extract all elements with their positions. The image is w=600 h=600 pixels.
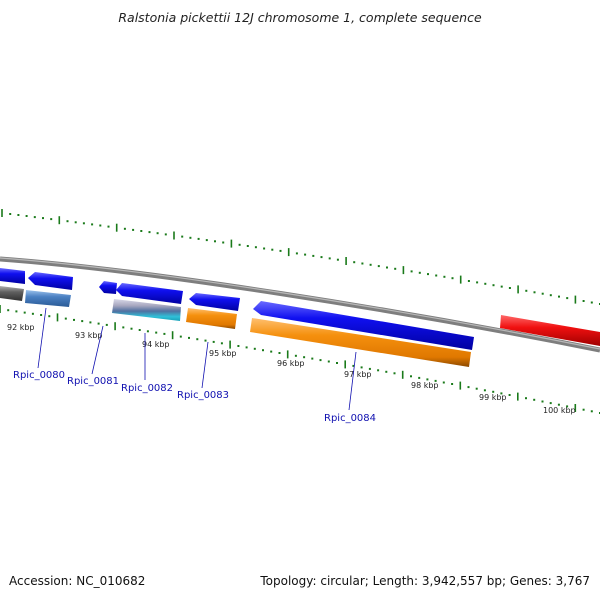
leader-line-rpic-0081 xyxy=(91,325,104,375)
gene-label-rpic-0081[interactable]: Rpic_0081 xyxy=(67,376,119,387)
map-title: Ralstonia pickettii 12J chromosome 1, co… xyxy=(118,10,482,25)
chromosome-backbone xyxy=(0,256,600,353)
gene-feature-rpic-0083 xyxy=(186,308,237,329)
kbp-label: 92 kbp xyxy=(7,323,35,332)
chromosome-backbone-highlight xyxy=(0,257,600,350)
gene-labels: Rpic_0080 Rpic_0081 Rpic_0082 Rpic_0083 … xyxy=(13,370,376,424)
kbp-scale: 92 kbp 93 kbp 94 kbp 95 kbp 96 kbp 97 kb… xyxy=(7,323,576,415)
cds-arrow-left-edge xyxy=(0,268,25,284)
kbp-label: 93 kbp xyxy=(75,331,103,340)
gene-label-rpic-0080[interactable]: Rpic_0080 xyxy=(13,370,65,381)
kbp-label: 100 kbp xyxy=(543,406,576,415)
kbp-label: 94 kbp xyxy=(142,340,170,349)
leader-line-rpic-0080 xyxy=(37,307,47,369)
gene-label-rpic-0082[interactable]: Rpic_0082 xyxy=(121,383,173,394)
cds-arrow-rpic-0084 xyxy=(253,301,474,350)
accession-text: Accession: NC_010682 xyxy=(9,574,146,588)
cds-arrow-rpic-0081 xyxy=(99,281,117,294)
upper-tick-ring xyxy=(1,209,600,305)
gene-feature-rpic-0080 xyxy=(25,290,71,307)
kbp-label: 95 kbp xyxy=(209,349,237,358)
gene-feature-gray xyxy=(0,286,24,301)
cds-arrow-rpic-0080 xyxy=(28,272,73,290)
gene-feature-rpic-0082 xyxy=(112,299,181,321)
gene-label-rpic-0084[interactable]: Rpic_0084 xyxy=(324,413,376,424)
gene-feature-rpic-0084 xyxy=(250,318,471,367)
kbp-label: 99 kbp xyxy=(479,393,507,402)
kbp-label: 97 kbp xyxy=(344,370,372,379)
leader-line-rpic-0084 xyxy=(348,351,357,411)
kbp-label: 98 kbp xyxy=(411,381,439,390)
topology-summary: Topology: circular; Length: 3,942,557 bp… xyxy=(260,574,590,588)
cds-arrow-rpic-0083 xyxy=(189,293,240,311)
leader-line-rpic-0083 xyxy=(201,341,209,389)
lower-tick-ring xyxy=(0,305,600,414)
cds-red-feature xyxy=(500,315,600,346)
gene-label-rpic-0083[interactable]: Rpic_0083 xyxy=(177,390,229,401)
gene-label-leaders xyxy=(37,307,357,411)
kbp-label: 96 kbp xyxy=(277,359,305,368)
cds-arrow-rpic-0082 xyxy=(116,283,183,304)
